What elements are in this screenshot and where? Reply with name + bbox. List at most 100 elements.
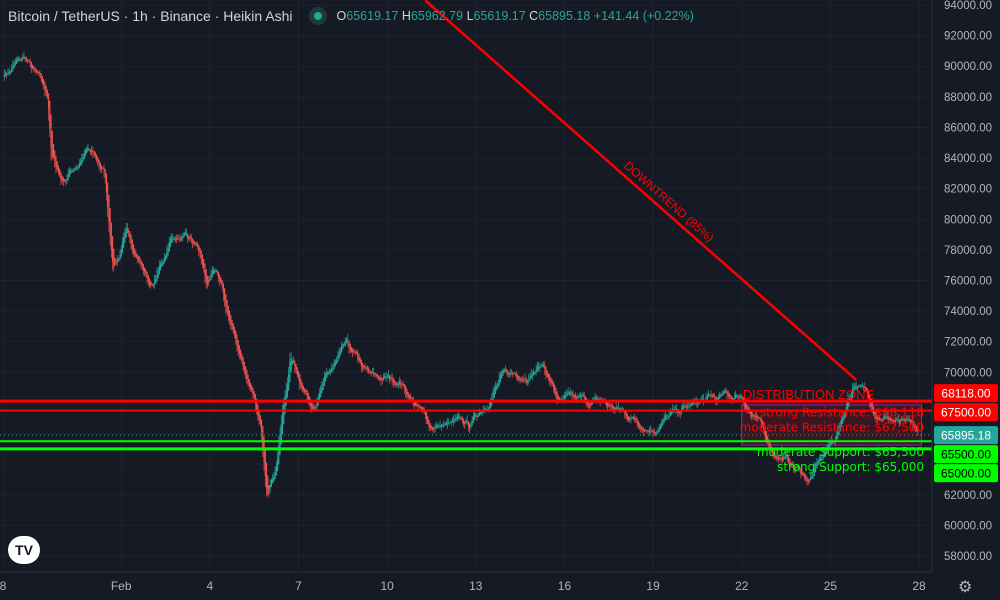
- candle-body: [237, 340, 239, 351]
- candle-body: [661, 422, 663, 428]
- distribution-zone: [741, 404, 923, 446]
- candle-body: [752, 413, 754, 417]
- candle-body: [859, 385, 861, 388]
- candle-body: [573, 394, 575, 397]
- candle-body: [533, 371, 535, 376]
- candle-body: [907, 418, 909, 420]
- candle-body: [196, 243, 199, 246]
- candle-body: [137, 256, 140, 260]
- symbol-title[interactable]: Bitcoin / TetherUS · 1h · Binance · Heik…: [8, 8, 293, 24]
- candle-body: [587, 400, 589, 405]
- candle-body: [625, 411, 627, 416]
- candle-body: [407, 391, 409, 397]
- candle-body: [843, 414, 845, 421]
- candle-body: [768, 439, 770, 446]
- candle-body: [104, 169, 106, 178]
- candle-body: [754, 415, 756, 417]
- candle-body: [469, 423, 471, 429]
- price-axis-badge: [934, 464, 998, 483]
- candle-body: [38, 71, 40, 74]
- candle-body: [746, 404, 748, 409]
- candle-body: [39, 72, 41, 75]
- candle-body: [329, 371, 332, 373]
- candle-body: [488, 407, 490, 410]
- candle-body: [749, 409, 751, 414]
- candle-body: [14, 62, 16, 66]
- candle-body: [513, 373, 515, 375]
- candle-body: [324, 374, 327, 382]
- candle-body: [632, 417, 634, 419]
- candle-body: [674, 408, 676, 410]
- candle-body: [496, 385, 498, 391]
- candle-body: [419, 405, 421, 409]
- price-axis-badge-label: 65895.18: [941, 429, 991, 443]
- candle-body: [72, 170, 74, 172]
- candle-body: [22, 57, 24, 60]
- candle-body: [803, 473, 806, 477]
- candle-body: [259, 415, 261, 425]
- candle-body: [579, 395, 582, 397]
- candle-body: [390, 377, 392, 379]
- candle-body: [200, 250, 202, 259]
- candle-body: [654, 432, 657, 434]
- candle-body: [156, 274, 158, 282]
- candle-body: [707, 393, 710, 398]
- candle-body: [741, 396, 743, 398]
- candle-body: [47, 93, 50, 109]
- candle-body: [669, 412, 671, 417]
- candle-body: [268, 485, 270, 492]
- candle-body: [716, 398, 718, 401]
- candle-body: [784, 456, 786, 459]
- candle-body: [376, 374, 378, 377]
- candle-body: [63, 179, 66, 182]
- candle-body: [336, 359, 338, 364]
- candle-body: [726, 391, 728, 394]
- candle-body: [767, 435, 769, 443]
- candle-body: [887, 416, 889, 420]
- candle-body: [331, 368, 333, 372]
- candle-body: [308, 396, 311, 403]
- candle-body: [444, 423, 446, 426]
- level-text: moderate Resistance: $67,500: [740, 421, 924, 435]
- candle-body: [539, 366, 541, 369]
- candle-body: [839, 423, 841, 431]
- candle-body: [28, 60, 30, 62]
- candle-body: [121, 242, 124, 254]
- candle-body: [316, 403, 318, 408]
- candle-body: [819, 457, 822, 462]
- candle-body: [78, 163, 80, 168]
- candle-body: [76, 167, 78, 170]
- gear-icon[interactable]: ⚙: [958, 579, 973, 596]
- candle-body: [67, 174, 69, 180]
- candle-body: [151, 283, 153, 286]
- candle-body: [217, 271, 220, 278]
- candle-body: [18, 58, 20, 61]
- time-tick-label: 16: [558, 579, 572, 593]
- candle-body: [636, 419, 638, 423]
- candle-body: [127, 230, 130, 233]
- candle-body: [108, 195, 110, 222]
- price-tick-label: 70000.00: [944, 367, 992, 379]
- candle-body: [902, 418, 904, 421]
- candle-body: [709, 394, 711, 396]
- candle-body: [763, 422, 765, 431]
- candle-body: [810, 477, 812, 481]
- candle-body: [55, 155, 57, 167]
- candle-body: [279, 434, 281, 455]
- candle-body: [647, 430, 649, 432]
- candle-body: [166, 252, 168, 259]
- candle-body: [115, 261, 117, 263]
- time-tick-label: 22: [735, 579, 749, 593]
- price-tick-label: 88000.00: [944, 92, 992, 104]
- candle-body: [851, 388, 854, 398]
- candle-body: [706, 396, 708, 400]
- candle-body: [771, 448, 774, 454]
- candle-body: [652, 430, 654, 433]
- tradingview-logo[interactable]: TV: [8, 536, 40, 564]
- candle-body: [867, 390, 870, 398]
- price-tick-label: 76000.00: [944, 276, 992, 288]
- candle-body: [525, 379, 527, 381]
- candle-body: [888, 417, 891, 420]
- candle-body: [344, 341, 346, 346]
